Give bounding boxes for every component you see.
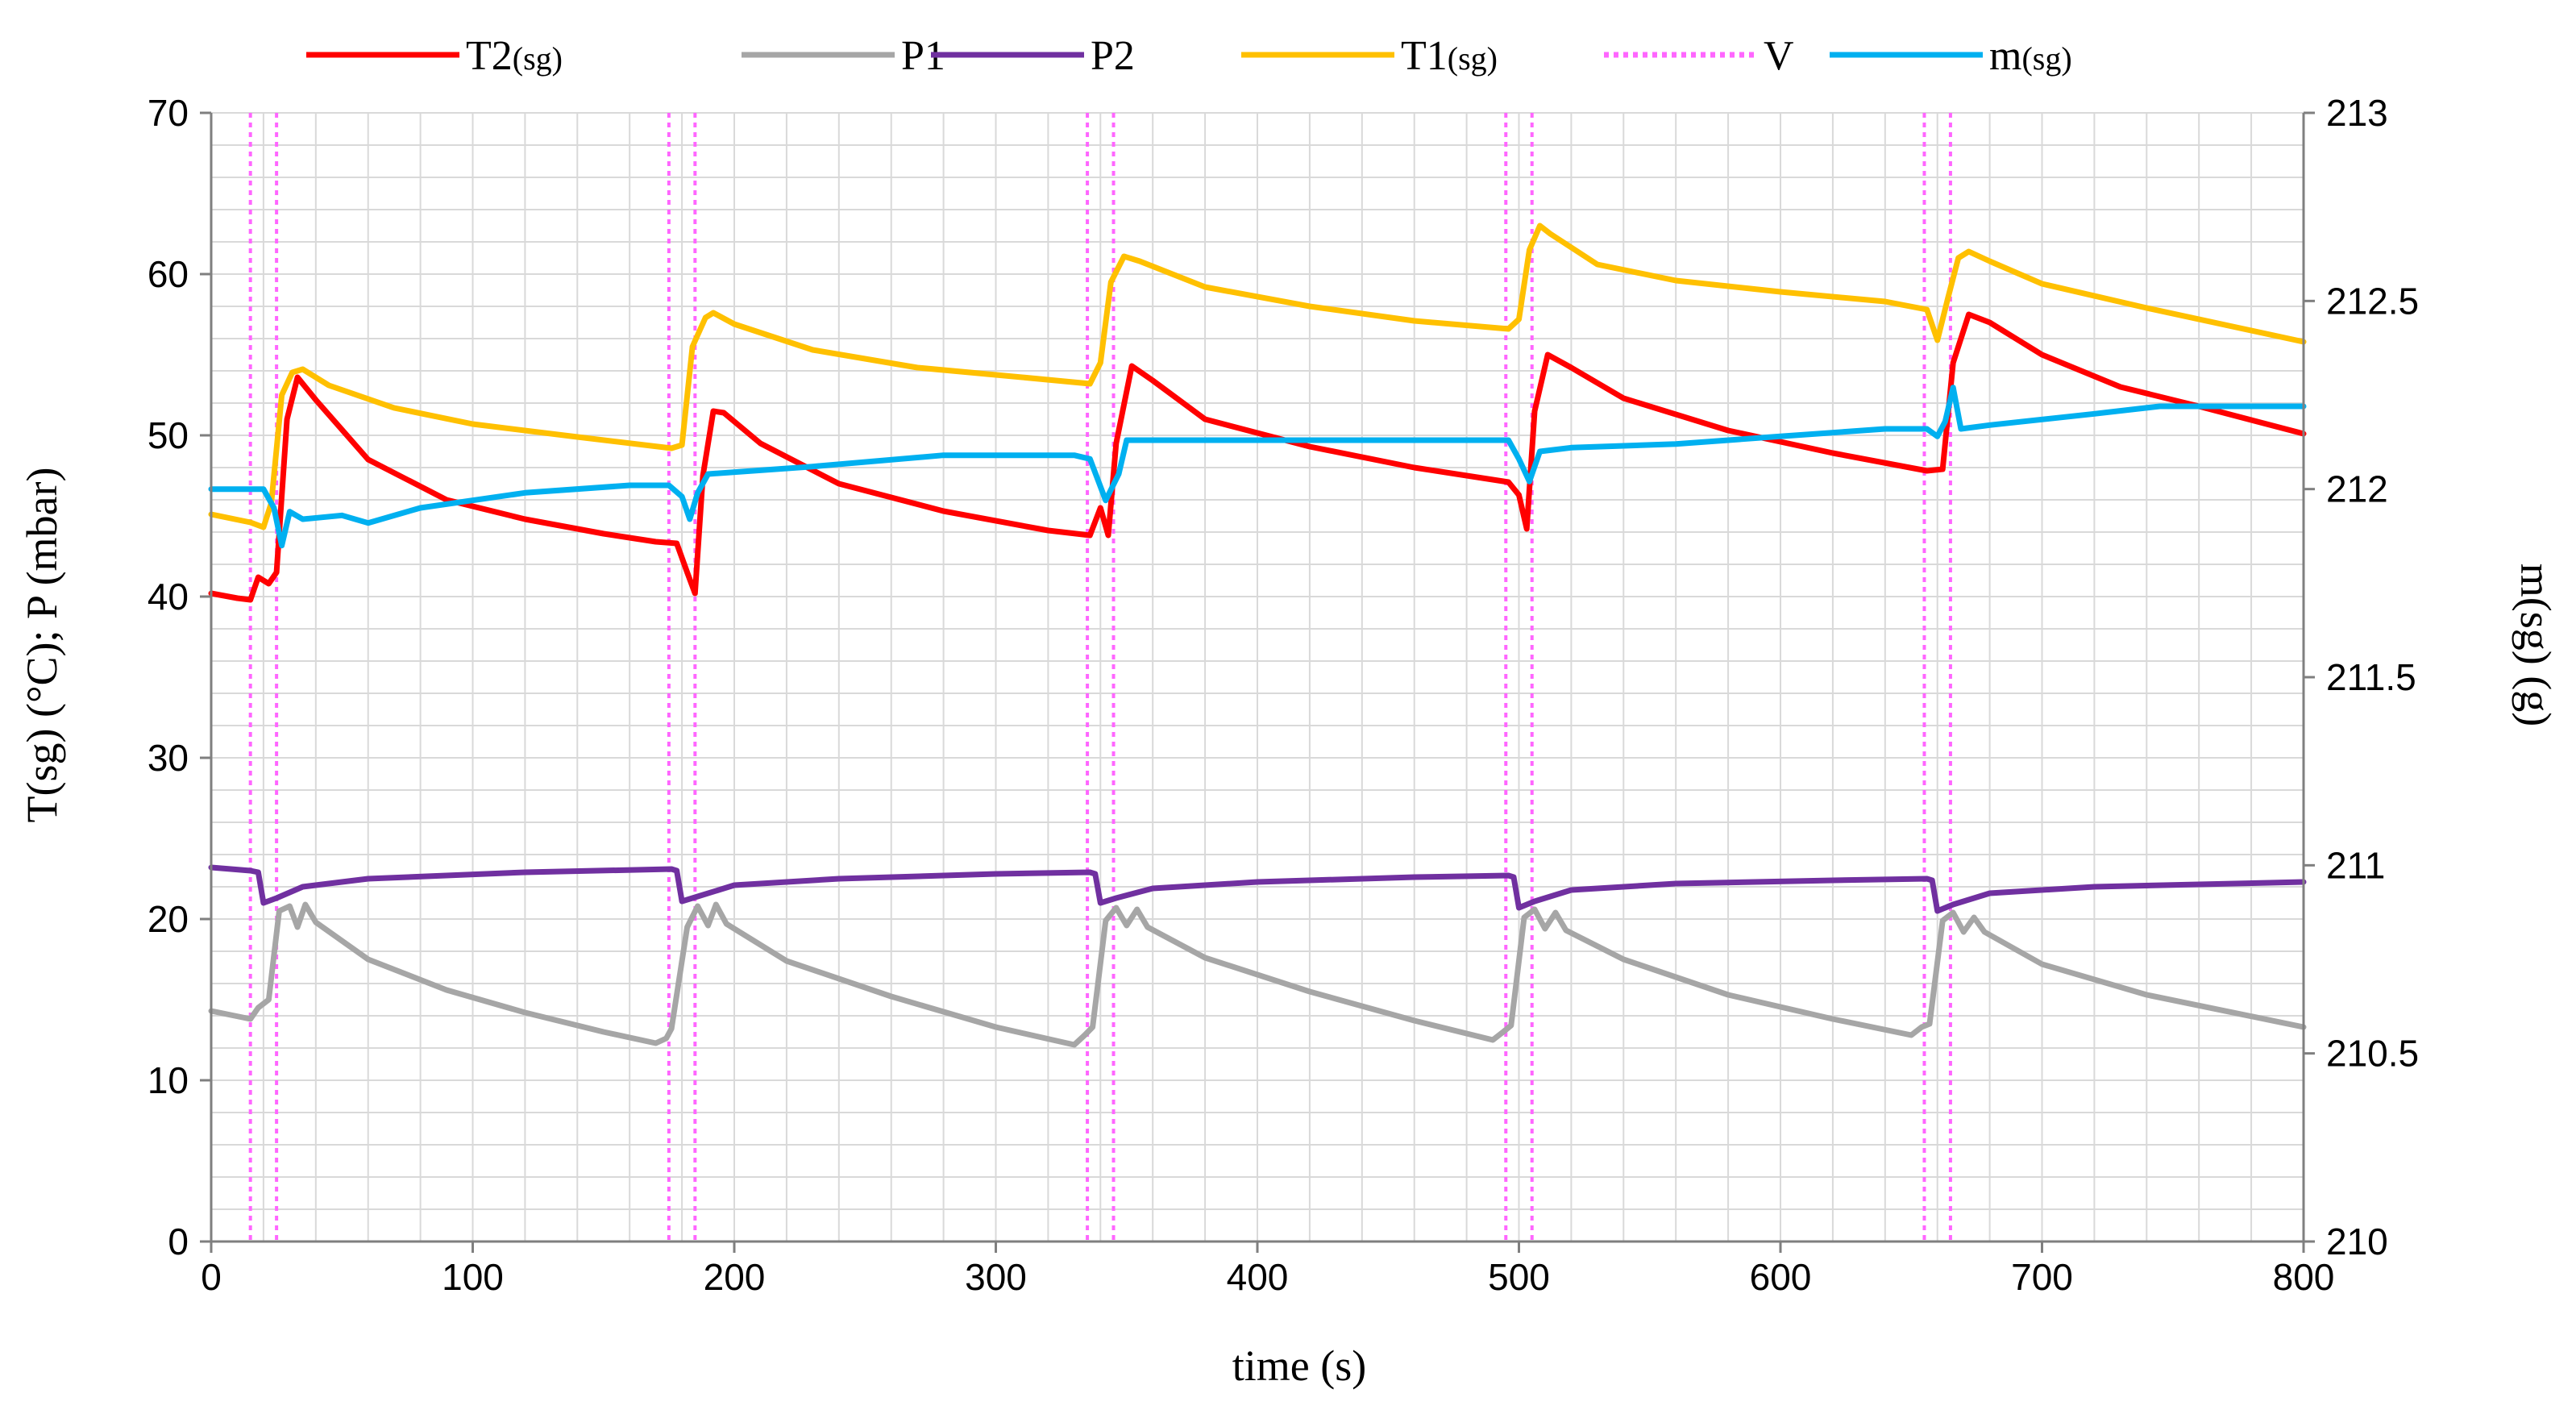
- legend-label: V: [1764, 33, 1794, 79]
- x-axis-title: time (s): [1232, 1341, 1366, 1390]
- y2-tick-label: 211: [2326, 844, 2385, 886]
- y2-tick-label: 210: [2326, 1221, 2388, 1262]
- y-tick-label: 50: [147, 414, 189, 456]
- x-tick-label: 700: [2011, 1256, 2073, 1298]
- x-tick-label: 600: [1750, 1256, 1812, 1298]
- y2-tick-label: 211.5: [2326, 656, 2416, 698]
- series-line-t2sg: [208, 311, 2307, 603]
- y-axis-title: T(sg) (°C); P (mbar): [18, 468, 66, 823]
- y-tick-label: 60: [147, 253, 189, 295]
- axes: [200, 111, 2315, 1253]
- y-tick-label: 20: [147, 898, 189, 940]
- x-tick-label: 400: [1227, 1256, 1289, 1298]
- x-tick-label: 500: [1488, 1256, 1550, 1298]
- y-tick-label: 40: [147, 576, 189, 618]
- series-line-msg: [208, 385, 2307, 549]
- legend-label: m(sg): [1989, 33, 2072, 79]
- grid: [210, 112, 2304, 1242]
- x-tick-label: 200: [704, 1256, 766, 1298]
- y2-tick-label: 212: [2326, 468, 2388, 510]
- y-tick-label: 0: [168, 1221, 189, 1262]
- series-line-t1sg: [208, 223, 2307, 530]
- y-tick-label: 70: [147, 92, 189, 134]
- series-line-p1: [208, 901, 2307, 1048]
- y-tick-label: 30: [147, 737, 189, 779]
- x-tick-label: 800: [2273, 1256, 2335, 1298]
- legend-label: T1(sg): [1401, 33, 1498, 79]
- legend-label: P2: [1091, 33, 1135, 79]
- y2-tick-label: 210.5: [2326, 1033, 2419, 1075]
- y2-tick-label: 213: [2326, 92, 2388, 134]
- x-tick-label: 100: [442, 1256, 504, 1298]
- y-tick-label: 10: [147, 1059, 189, 1101]
- y2-tick-label: 212.5: [2326, 280, 2419, 322]
- x-tick-label: 300: [965, 1256, 1027, 1298]
- series-lines: [208, 223, 2307, 1048]
- x-tick-label: 0: [201, 1256, 222, 1298]
- valve-event-lines: [248, 113, 1952, 1242]
- legend-label: T2(sg): [466, 33, 563, 79]
- series-line-p2: [208, 864, 2307, 914]
- y2-axis-title: m(sg) (g): [2512, 564, 2560, 726]
- tick-labels: 0 100 200 300 400 500 600 700 800 0 10 20 30 40 50 60 70…: [147, 92, 2419, 1298]
